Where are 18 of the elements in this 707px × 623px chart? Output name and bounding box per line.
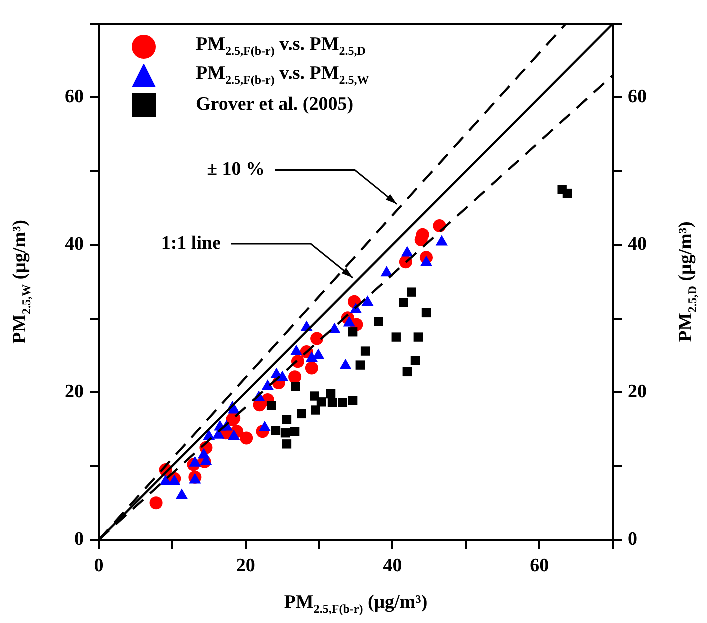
- x-tick-label: 60: [530, 555, 550, 576]
- y-tick-label: 0: [74, 528, 84, 550]
- legend-label: Grover et al. (2005): [196, 94, 354, 116]
- legend-label: PM$_{2.5,F(b-r)}$ v.s. PM$_{2.5,D}$: [196, 34, 366, 59]
- y2-tick-label: 20: [628, 381, 647, 402]
- y-tick-label: 40: [65, 234, 84, 256]
- x-tick-label: 40: [383, 555, 402, 576]
- annotation: ± 10 %: [207, 159, 266, 180]
- x-tick-label: 0: [94, 555, 104, 576]
- x-tick-label: 20: [236, 555, 256, 576]
- y2-tick-label: 60: [628, 86, 647, 108]
- x-axis-title: PM$_{2.5,F(b-r)}$ (μg/m³): [284, 592, 428, 617]
- annotation: 1:1 line: [161, 232, 221, 254]
- y-tick-label: 60: [65, 86, 84, 108]
- y-tick-label: 20: [65, 381, 84, 402]
- y2-tick-label: 0: [628, 528, 638, 550]
- legend-label: PM$_{2.5,F(b-r)}$ v.s. PM$_{2.5,W}$: [196, 63, 370, 88]
- y2-tick-label: 40: [628, 234, 647, 256]
